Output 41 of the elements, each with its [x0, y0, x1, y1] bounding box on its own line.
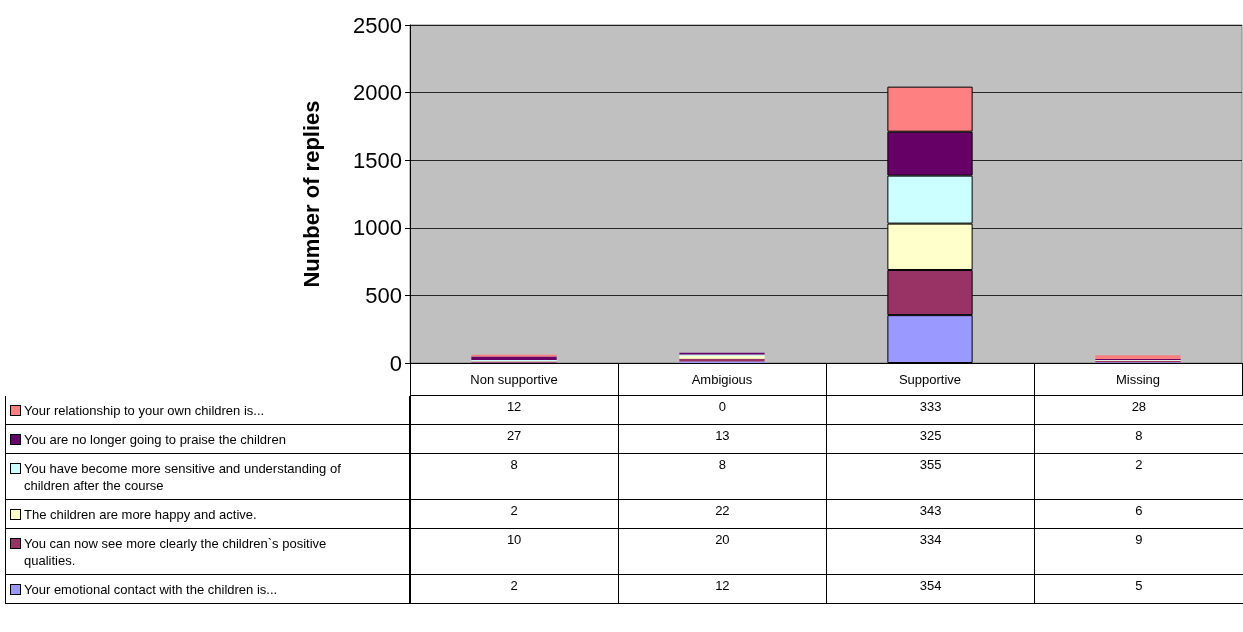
data-label: 12: [618, 574, 827, 604]
y-tick-label: 0: [389, 350, 402, 376]
y-tick-label: 500: [365, 282, 402, 308]
data-label: 10: [410, 528, 619, 575]
data-label: 13: [618, 424, 827, 454]
data-label: 27: [410, 424, 619, 454]
data-label: 354: [826, 574, 1035, 604]
x-tick-label: Supportive: [898, 372, 962, 387]
data-label: 2: [410, 499, 619, 529]
data-label: 8: [410, 453, 619, 500]
data-label: 8: [618, 453, 827, 500]
legend-label: Your relationship to your own children is...: [24, 401, 266, 419]
y-tick-label: 1500: [353, 147, 402, 173]
y-tick-label: 1000: [353, 215, 402, 241]
x-tick-label: Missing: [1115, 372, 1161, 387]
legend-label: You are no longer going to praise the children: [24, 430, 287, 448]
data-label: 2: [1034, 453, 1243, 500]
data-label: 12: [410, 395, 619, 425]
data-label: 9: [1034, 528, 1243, 575]
data-label: 6: [1034, 499, 1243, 529]
data-label: 22: [618, 499, 827, 529]
data-label: 8: [1034, 424, 1243, 454]
legend-label: The children are more happy and active.: [24, 505, 258, 523]
x-tick-label: Non supportive: [470, 372, 558, 387]
legend-label: Your emotional contact with the children is...: [24, 580, 279, 598]
data-label: 333: [826, 395, 1035, 425]
data-label: 20: [618, 528, 827, 575]
data-label: 325: [826, 424, 1035, 454]
data-label: 343: [826, 499, 1035, 529]
legend-label: You have become more sensitive and understanding of children after the course: [24, 459, 342, 494]
data-label: 5: [1034, 574, 1243, 604]
data-label: 0: [618, 395, 827, 425]
x-tick-label: Ambigious: [691, 372, 753, 387]
y-tick-label: 2000: [353, 80, 402, 106]
data-label: 28: [1034, 395, 1243, 425]
data-label: 355: [826, 453, 1035, 500]
y-axis-title: Number of replies: [298, 100, 324, 288]
data-label: 2: [410, 574, 619, 604]
legend-label: You can now see more clearly the children`s positive qualities.: [24, 534, 328, 569]
y-tick-label: 2500: [353, 12, 402, 38]
data-label: 334: [826, 528, 1035, 575]
